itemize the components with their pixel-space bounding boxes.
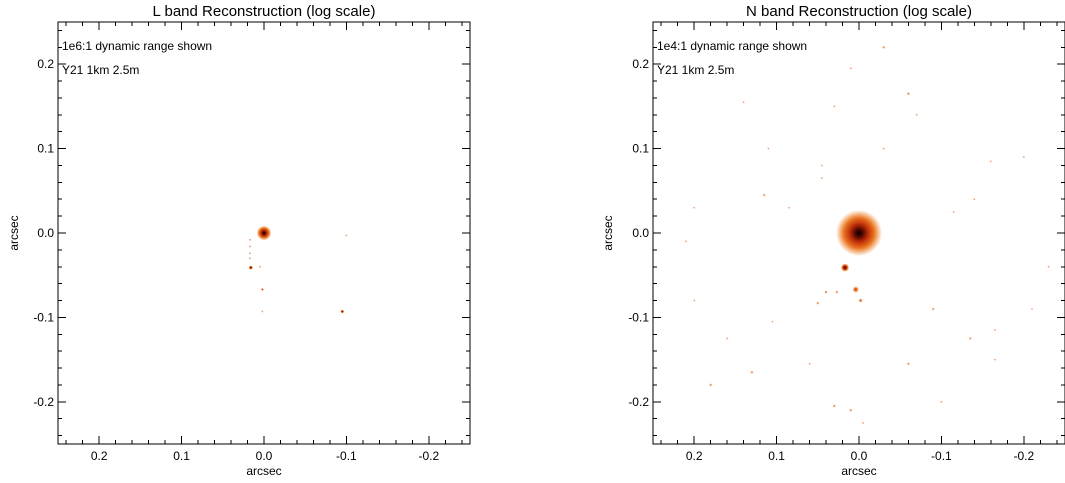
x-tick-label: -0.1 (931, 449, 952, 463)
panel-n-band: N band Reconstruction (log scale) 0.2 0.1… (601, 3, 1065, 478)
source-point (684, 240, 688, 243)
source-point (833, 105, 836, 108)
source-point (915, 113, 918, 117)
source-point (248, 257, 252, 260)
source-point (261, 310, 264, 313)
y-tick-label: 0.2 (632, 57, 649, 71)
source-point (258, 265, 262, 268)
y-axis-label: arcsec (601, 215, 615, 250)
source-point (1047, 265, 1050, 268)
y-tick-label: 0.1 (37, 142, 54, 156)
y-tick-label: -0.2 (33, 395, 54, 409)
source-point (693, 299, 696, 302)
source-point (858, 298, 863, 303)
chart-title: L band Reconstruction (log scale) (153, 3, 376, 20)
source-point (882, 147, 885, 150)
dynamic-range-annotation: 1e6:1 dynamic range shown (62, 39, 212, 53)
configuration-annotation: Y21 1km 2.5m (657, 63, 734, 77)
y-tick-label: -0.1 (33, 310, 54, 324)
x-tick-label: -0.1 (336, 449, 357, 463)
source-point (849, 408, 853, 412)
y-tick-label: 0.0 (37, 226, 54, 240)
x-tick-label: 0.2 (91, 449, 108, 463)
x-tick-label: 0.2 (686, 449, 703, 463)
source-point (824, 290, 828, 294)
source-point (787, 206, 791, 209)
y-tick-label: -0.2 (628, 395, 649, 409)
y-tick-label: 0.1 (632, 142, 649, 156)
x-tick-label: 0.0 (256, 449, 273, 463)
source-point (771, 320, 774, 323)
source-point (1022, 155, 1025, 159)
y-axis-label: arcsec (7, 215, 21, 250)
y-tick-label: 0.2 (37, 57, 54, 71)
source-point (835, 209, 883, 257)
source-point (260, 288, 264, 291)
y-tick-label: -0.1 (628, 310, 649, 324)
axis-ticks: 0.2 0.1 0.0 -0.1 -0.2 0.2 0.1 0.0 -0.1 -0.2 (628, 22, 1065, 463)
source-point (993, 328, 997, 332)
chart-title: N band Reconstruction (log scale) (746, 3, 972, 20)
x-tick-label: 0.1 (173, 449, 190, 463)
dynamic-range-annotation: 1e4:1 dynamic range shown (657, 39, 807, 53)
source-point (742, 101, 745, 104)
source-point (709, 383, 713, 387)
source-point (248, 245, 252, 248)
source-point (248, 265, 253, 270)
source-point (832, 404, 836, 408)
source-point (256, 225, 272, 241)
source-point (861, 421, 865, 425)
source-point (762, 193, 766, 197)
source-point (340, 309, 345, 314)
source-point (820, 164, 824, 167)
source-point (849, 67, 852, 70)
axis-ticks: 0.2 0.1 0.0 -0.1 -0.2 0.2 0.1 0.0 -0.1 -0.2 (33, 22, 470, 463)
y-tick-label: 0.0 (632, 226, 649, 240)
source-point (993, 358, 997, 361)
configuration-annotation: Y21 1km 2.5m (62, 63, 139, 77)
source-point (882, 45, 886, 49)
source-point (248, 238, 252, 241)
source-point (906, 92, 911, 96)
source-point (835, 290, 839, 294)
source-point (767, 147, 770, 150)
source-point (693, 206, 696, 209)
source-point (968, 337, 972, 340)
source-point (931, 307, 935, 311)
source-point (952, 210, 955, 214)
plot-area (684, 45, 1050, 425)
source-point (906, 362, 910, 366)
source-point (816, 301, 820, 305)
x-axis-label: arcsec (246, 464, 281, 478)
source-point (248, 252, 252, 255)
panel-l-band: L band Reconstruction (log scale) 0.2 0.1… (7, 3, 471, 478)
plot-area (248, 225, 348, 314)
x-tick-label: 0.0 (851, 449, 868, 463)
source-point (940, 400, 943, 403)
source-point (1030, 307, 1034, 311)
source-point (345, 234, 348, 237)
source-point (840, 263, 850, 272)
source-point (852, 286, 859, 293)
source-point (820, 176, 824, 180)
x-tick-label: 0.1 (768, 449, 785, 463)
source-point (973, 198, 976, 201)
source-point (750, 370, 754, 374)
source-point (726, 337, 729, 340)
x-axis-label: arcsec (841, 464, 876, 478)
x-tick-label: -0.2 (418, 449, 439, 463)
source-point (808, 362, 811, 365)
x-tick-label: -0.2 (1013, 449, 1034, 463)
source-point (989, 160, 992, 163)
